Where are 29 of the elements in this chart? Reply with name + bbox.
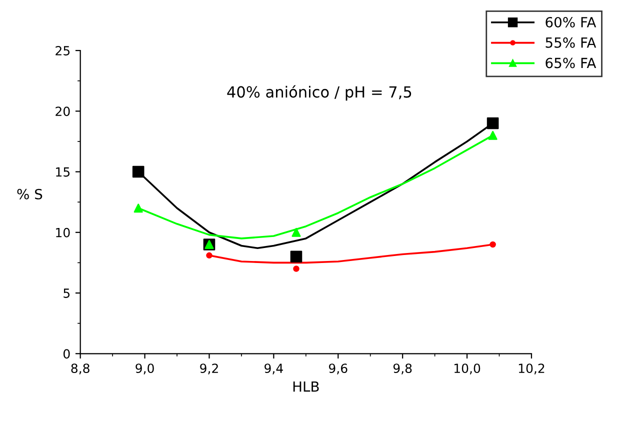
annotation: 40% aniónico / pH = 7,5	[227, 85, 412, 101]
x-tick-label: 8,8	[71, 364, 90, 374]
x-tick-label: 9,4	[264, 364, 283, 374]
legend-label: 55% FA	[546, 37, 596, 48]
y-tick-label: 25	[56, 46, 70, 56]
x-tick-label: 10,0	[454, 364, 480, 374]
y-tick-label: 20	[56, 106, 70, 116]
y-tick-label: 0	[63, 349, 70, 359]
point	[206, 252, 212, 259]
x-tick-label: 9,2	[200, 364, 218, 374]
x-tick-label: 10,2	[518, 364, 544, 374]
point	[132, 166, 144, 178]
legend-label: 60% FA	[546, 16, 596, 28]
point	[290, 250, 302, 263]
point	[134, 204, 143, 213]
y-tick-label: 15	[56, 167, 70, 177]
point	[292, 228, 301, 237]
x-tick-label: 9,0	[136, 364, 154, 374]
legend-label: 65% FA	[546, 58, 596, 68]
y-tick-label: 5	[64, 288, 70, 298]
x-axis-title: HLB	[293, 381, 319, 392]
x-tick-label: 9,6	[328, 364, 348, 374]
point	[490, 241, 496, 248]
point	[488, 130, 498, 140]
point	[486, 117, 499, 130]
y-tick-label: 10	[56, 228, 70, 238]
x-tick-label: 9,8	[393, 364, 412, 374]
y-axis-title: % S	[17, 188, 42, 200]
point	[293, 266, 300, 272]
